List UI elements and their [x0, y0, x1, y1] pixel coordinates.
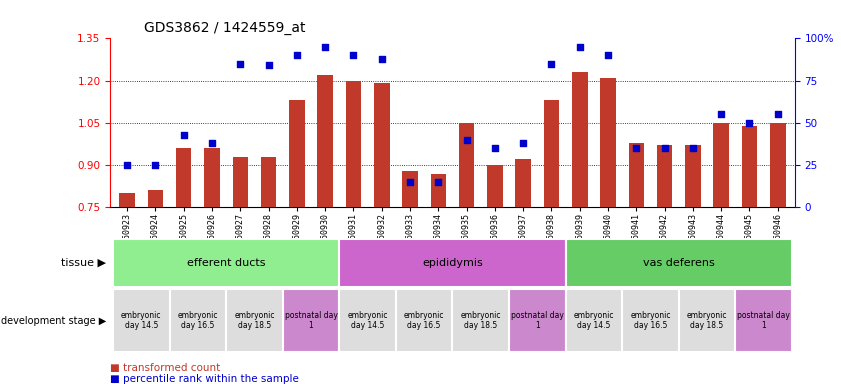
Text: GDS3862 / 1424559_at: GDS3862 / 1424559_at — [145, 21, 306, 35]
Text: embryonic
day 18.5: embryonic day 18.5 — [687, 311, 727, 330]
Text: development stage ▶: development stage ▶ — [1, 316, 106, 326]
Bar — [543, 100, 559, 207]
Bar — [289, 100, 304, 207]
Point — [715, 111, 728, 118]
Bar — [742, 126, 757, 207]
Bar — [339, 289, 396, 352]
Text: embryonic
day 16.5: embryonic day 16.5 — [404, 311, 444, 330]
Point — [573, 44, 586, 50]
Point — [630, 145, 643, 151]
Point — [516, 140, 530, 146]
Point — [404, 179, 417, 185]
Point — [290, 52, 304, 58]
Bar — [261, 157, 277, 207]
Bar — [176, 148, 192, 207]
Text: postnatal day
1: postnatal day 1 — [510, 311, 563, 330]
Text: epididymis: epididymis — [422, 258, 483, 268]
Bar — [170, 289, 226, 352]
Text: efferent ducts: efferent ducts — [187, 258, 266, 268]
Bar — [452, 289, 509, 352]
Bar — [374, 83, 389, 207]
Bar — [431, 174, 446, 207]
Bar — [396, 289, 452, 352]
Bar — [628, 142, 644, 207]
Bar — [459, 123, 474, 207]
Bar — [566, 239, 792, 287]
Bar — [226, 289, 283, 352]
Point — [205, 140, 219, 146]
Point — [262, 62, 275, 68]
Bar — [113, 239, 339, 287]
Bar — [572, 72, 588, 207]
Text: embryonic
day 14.5: embryonic day 14.5 — [121, 311, 161, 330]
Bar — [509, 289, 566, 352]
Text: tissue ▶: tissue ▶ — [61, 258, 106, 268]
Text: embryonic
day 16.5: embryonic day 16.5 — [177, 311, 218, 330]
Bar — [657, 146, 673, 207]
Point — [545, 61, 558, 67]
Bar — [113, 289, 170, 352]
Point — [319, 44, 332, 50]
Bar — [232, 157, 248, 207]
Point — [346, 52, 360, 58]
Text: embryonic
day 16.5: embryonic day 16.5 — [630, 311, 671, 330]
Point — [431, 179, 445, 185]
Text: embryonic
day 14.5: embryonic day 14.5 — [574, 311, 614, 330]
Bar — [770, 123, 785, 207]
Point — [601, 52, 615, 58]
Text: postnatal day
1: postnatal day 1 — [284, 311, 337, 330]
Bar — [402, 171, 418, 207]
Text: embryonic
day 14.5: embryonic day 14.5 — [347, 311, 388, 330]
Bar — [346, 81, 362, 207]
Bar — [317, 75, 333, 207]
Bar — [735, 289, 792, 352]
Point — [658, 145, 671, 151]
Bar — [283, 289, 339, 352]
Point — [771, 111, 785, 118]
Text: embryonic
day 18.5: embryonic day 18.5 — [461, 311, 501, 330]
Point — [460, 137, 473, 143]
Bar — [119, 193, 135, 207]
Point — [177, 132, 190, 138]
Point — [375, 56, 389, 62]
Point — [120, 162, 134, 168]
Bar — [148, 190, 163, 207]
Point — [234, 61, 247, 67]
Bar — [487, 165, 503, 207]
Bar — [566, 289, 622, 352]
Point — [743, 120, 756, 126]
Bar — [600, 78, 616, 207]
Bar — [204, 148, 220, 207]
Point — [686, 145, 700, 151]
Bar — [339, 239, 566, 287]
Text: embryonic
day 18.5: embryonic day 18.5 — [234, 311, 275, 330]
Text: vas deferens: vas deferens — [643, 258, 715, 268]
Bar — [622, 289, 679, 352]
Point — [488, 145, 501, 151]
Bar — [685, 146, 701, 207]
Bar — [516, 159, 531, 207]
Point — [149, 162, 162, 168]
Text: postnatal day
1: postnatal day 1 — [738, 311, 790, 330]
Text: ■ percentile rank within the sample: ■ percentile rank within the sample — [110, 374, 299, 384]
Bar — [679, 289, 735, 352]
Bar — [713, 123, 729, 207]
Text: ■ transformed count: ■ transformed count — [110, 363, 220, 373]
